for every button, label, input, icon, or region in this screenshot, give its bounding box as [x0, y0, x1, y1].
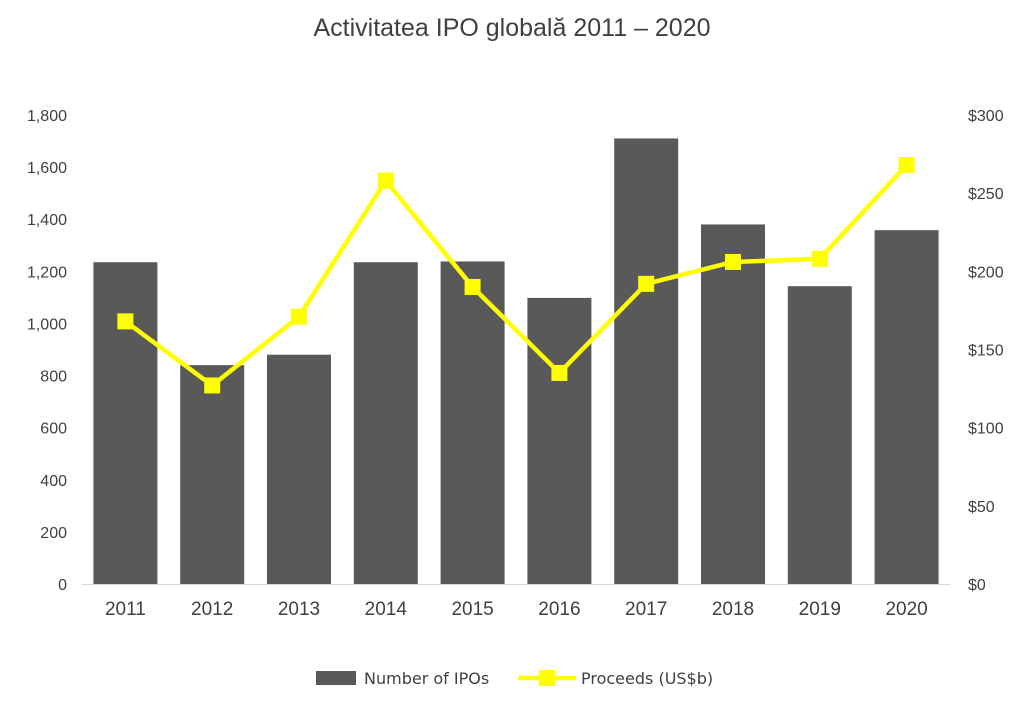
- y-left-tick-label: 800: [40, 369, 67, 386]
- bar-number-of-ipos: [701, 224, 765, 584]
- y-left-tick-label: 400: [40, 473, 67, 490]
- x-tick-label: 2018: [712, 599, 754, 620]
- x-tick-label: 2011: [105, 599, 146, 620]
- point-proceeds: [377, 172, 394, 189]
- x-tick-label: 2019: [799, 599, 841, 620]
- y-right-tick-label: $150: [968, 343, 1004, 360]
- y-right-tick-label: $250: [968, 186, 1004, 203]
- x-tick-label: 2020: [885, 599, 927, 620]
- y-left-tick-label: 200: [40, 525, 67, 542]
- point-proceeds: [204, 377, 221, 394]
- bar-number-of-ipos: [180, 365, 245, 584]
- bar-number-of-ipos: [440, 261, 505, 584]
- point-proceeds: [638, 275, 655, 292]
- y-right-tick-label: $200: [968, 264, 1004, 281]
- legend-label-proceeds: Proceeds (US$b): [581, 669, 713, 688]
- y-left-tick-label: 1,800: [27, 108, 67, 125]
- legend-marker-proceeds: [539, 670, 555, 686]
- bar-number-of-ipos: [353, 262, 418, 584]
- x-tick-label: 2016: [538, 599, 580, 620]
- y-left-tick-label: 0: [58, 577, 67, 594]
- point-proceeds: [811, 250, 828, 267]
- x-tick-label: 2017: [625, 599, 667, 620]
- bar-number-of-ipos: [93, 262, 158, 584]
- legend-swatch-number-of-ipos: [316, 671, 356, 685]
- y-left-tick-label: 600: [40, 421, 67, 438]
- point-proceeds: [725, 253, 741, 270]
- y-left-tick-label: 1,200: [27, 264, 67, 281]
- bar-number-of-ipos: [874, 230, 939, 584]
- x-tick-label: 2012: [191, 599, 233, 620]
- legend-label-number-of-ipos: Number of IPOs: [364, 669, 489, 688]
- y-right-tick-label: $50: [968, 499, 995, 516]
- bar-number-of-ipos: [614, 138, 679, 584]
- x-tick-label: 2014: [365, 599, 408, 620]
- point-proceeds: [464, 278, 481, 295]
- y-right-tick-label: $100: [968, 421, 1004, 438]
- bar-number-of-ipos: [267, 354, 331, 584]
- line-proceeds: [124, 163, 909, 388]
- bar-number-of-ipos: [527, 297, 592, 584]
- x-tick-label: 2013: [278, 599, 320, 620]
- x-tick-label: 2015: [451, 599, 493, 620]
- point-proceeds: [291, 308, 307, 325]
- y-left-tick-label: 1,000: [27, 316, 67, 333]
- point-proceeds: [117, 313, 134, 330]
- point-proceeds: [551, 364, 568, 381]
- y-left-tick-label: 1,400: [27, 212, 67, 229]
- point-proceeds: [898, 157, 915, 174]
- bar-number-of-ipos: [787, 286, 852, 584]
- y-right-tick-label: $0: [968, 577, 986, 594]
- y-right-tick-label: $300: [968, 108, 1004, 125]
- chart-title: Activitatea IPO globală 2011 – 2020: [313, 14, 711, 42]
- y-left-tick-label: 1,600: [27, 160, 67, 177]
